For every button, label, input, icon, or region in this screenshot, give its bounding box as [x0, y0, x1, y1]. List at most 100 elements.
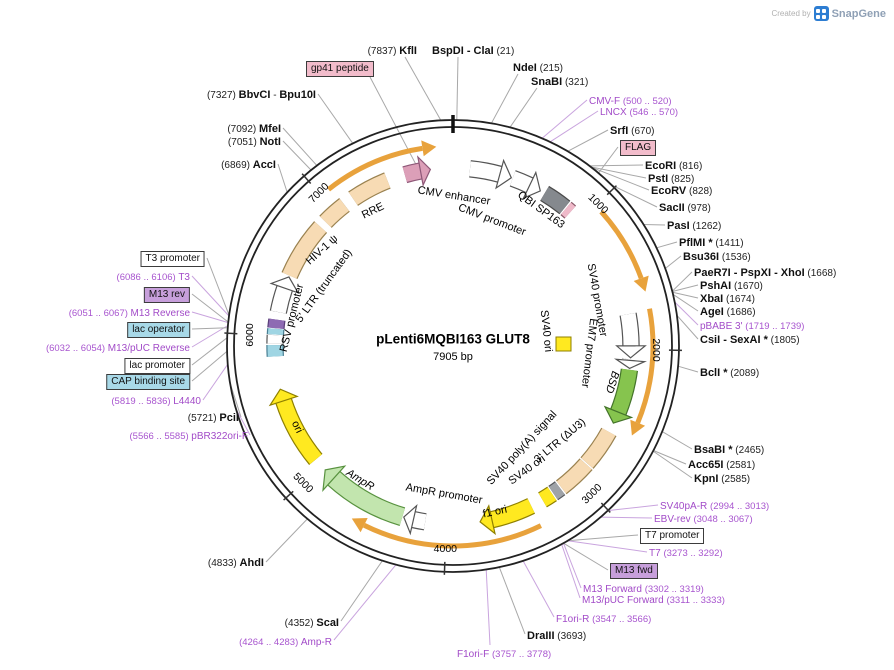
label-acci[interactable]: (6869) AccI: [221, 157, 276, 172]
feature-sv40-ori-2[interactable]: [538, 487, 557, 507]
label-paer7i-pspxi-xhoi[interactable]: PaeR7I - PspXI - XhoI (1668): [694, 265, 836, 280]
feature-bsd-arrowhead[interactable]: [603, 405, 634, 424]
label-srfi[interactable]: SrfI (670): [610, 123, 654, 138]
feature-f1-ori-arrowhead[interactable]: [479, 504, 496, 536]
label-pflmi[interactable]: PflMI * (1411): [679, 235, 744, 250]
label-scai[interactable]: (4352) ScaI: [285, 615, 339, 630]
cap-binding-site-label-box[interactable]: CAP binding site: [106, 374, 190, 390]
label-pbr322ori-f[interactable]: (5566 .. 5585) pBR322ori-F: [130, 428, 249, 443]
feature-transcript-arc-3[interactable]: [635, 308, 656, 424]
feature-transcript-arc-4[interactable]: [362, 522, 542, 549]
feature-transcript-arc-1[interactable]: [326, 145, 423, 192]
label-ebv-rev[interactable]: EBV-rev (3048 .. 3067): [654, 511, 753, 526]
label-amp-r[interactable]: (4264 .. 4283) Amp-R: [239, 634, 332, 649]
feature-rsv-promoter-arrowhead[interactable]: [269, 276, 300, 294]
feature-m13rev-t3-sites[interactable]: [268, 318, 285, 329]
feature-rre[interactable]: [348, 173, 391, 205]
label-pshai[interactable]: PshAI (1670): [700, 278, 763, 293]
bsd-label[interactable]: BSD: [602, 369, 622, 395]
feature-ampr-arrowhead[interactable]: [322, 465, 347, 492]
label-lncx[interactable]: LNCX (546 .. 570): [600, 104, 678, 119]
label-pasi[interactable]: PasI (1262): [667, 218, 721, 233]
label-bbvci-bpu10i[interactable]: (7327) BbvCI - Bpu10I: [207, 87, 316, 102]
label-pbabe-3[interactable]: pBABE 3' (1719 .. 1739): [700, 318, 804, 333]
label-snabi[interactable]: SnaBI (321): [531, 74, 588, 89]
label-agei[interactable]: AgeI (1686): [700, 304, 756, 319]
label-kpni[interactable]: KpnI (2585): [694, 471, 750, 486]
label-f1ori-r[interactable]: F1ori-R (3547 .. 3566): [556, 611, 651, 626]
feature-sv40-promoter-arrowhead[interactable]: [615, 345, 647, 359]
feature-ori[interactable]: [276, 398, 322, 465]
rre-label[interactable]: RRE: [359, 200, 387, 222]
label-noti[interactable]: (7051) NotI: [228, 134, 281, 149]
label-lac-operator-label[interactable]: lac operator: [127, 321, 190, 338]
label-pcii[interactable]: (5721) PciI: [188, 410, 239, 425]
lac-promoter-label-box[interactable]: lac promoter: [124, 358, 190, 374]
label-bsabi[interactable]: BsaBI * (2465): [694, 442, 764, 457]
label-mfei[interactable]: (7092) MfeI: [227, 121, 281, 136]
feature-flag-tag[interactable]: [561, 202, 576, 218]
label-bspdi-clai[interactable]: BspDI - ClaI (21): [432, 43, 514, 58]
ori-label[interactable]: ori: [288, 418, 306, 436]
label-cmv-f[interactable]: CMV-F (500 .. 520): [589, 93, 671, 108]
label-ahdi[interactable]: (4833) AhdI: [208, 555, 264, 570]
label-flag-label[interactable]: FLAG: [620, 139, 657, 156]
label-lac-promoter-label[interactable]: lac promoter: [124, 357, 190, 374]
label-psti[interactable]: PstI (825): [648, 171, 694, 186]
feature-transcript-arc-2[interactable]: [599, 210, 644, 280]
feature-gp41-peptide-arrowhead[interactable]: [416, 155, 432, 187]
label-l4440[interactable]: (5819 .. 5836) L4440: [111, 393, 201, 408]
label-acc65i[interactable]: Acc65I (2581): [688, 457, 755, 472]
label-m13-fwd-label[interactable]: M13 fwd: [610, 562, 658, 579]
label-m13-rev-label[interactable]: M13 rev: [143, 286, 190, 303]
cmv-promoter-label[interactable]: CMV promoter: [456, 201, 528, 239]
label-ecorv[interactable]: EcoRV (828): [651, 183, 712, 198]
label-draiii[interactable]: DraIII (3693): [527, 628, 586, 643]
feature-ltr3-gray-box[interactable]: [548, 482, 565, 500]
feature-hiv-psi[interactable]: [320, 198, 350, 228]
feature-ltr3[interactable]: [556, 459, 592, 494]
lac-operator-label-box[interactable]: lac operator: [127, 322, 190, 338]
label-bsu36i[interactable]: Bsu36I (1536): [683, 249, 751, 264]
m13-rev-label-box[interactable]: M13 rev: [143, 287, 190, 303]
feature-ori-arrowhead[interactable]: [268, 388, 299, 407]
label-t7[interactable]: T7 (3273 .. 3292): [649, 545, 723, 560]
feature-cmv-enhancer-arrowhead[interactable]: [495, 158, 513, 190]
em7-promoter-label[interactable]: EM7 promoter: [578, 317, 600, 389]
label-bcli[interactable]: BclI * (2089): [700, 365, 759, 380]
label-m13puc-forward[interactable]: M13/pUC Forward (3311 .. 3333): [582, 592, 725, 607]
label-t3-promoter-label[interactable]: T3 promoter: [140, 250, 205, 267]
feature-qbi-sp163[interactable]: [540, 186, 570, 214]
label-sv40pa-r[interactable]: SV40pA-R (2994 .. 3013): [660, 498, 769, 513]
feature-em7-promoter-arrowhead[interactable]: [613, 358, 647, 370]
label-ndei[interactable]: NdeI (215): [513, 60, 563, 75]
label-gp41-peptide-label[interactable]: gp41 peptide: [306, 60, 374, 77]
ampr-promoter-label[interactable]: AmpR promoter: [404, 481, 484, 507]
sv40-ori-1-label[interactable]: SV40 ori: [537, 309, 555, 353]
label-m13-reverse[interactable]: (6051 .. 6067) M13 Reverse: [69, 305, 190, 320]
label-sacii[interactable]: SacII (978): [659, 200, 711, 215]
label-xbai[interactable]: XbaI (1674): [700, 291, 755, 306]
label-csii-sexai[interactable]: CsiI - SexAI * (1805): [700, 332, 800, 347]
feature-ltr5[interactable]: [282, 221, 327, 279]
m13-fwd-label-box[interactable]: M13 fwd: [610, 563, 658, 579]
cmv-enhancer-label[interactable]: CMV enhancer: [416, 184, 492, 208]
label-m13puc-reverse[interactable]: (6032 .. 6054) M13/pUC Reverse: [46, 340, 190, 355]
f1-ori-label[interactable]: f1 ori: [481, 503, 509, 521]
label-f1ori-f[interactable]: F1ori-F (3757 .. 3778): [457, 646, 551, 661]
feature-cmv-promoter-arrowhead[interactable]: [522, 170, 542, 200]
t7-promoter-label-box[interactable]: T7 promoter: [640, 528, 705, 544]
gp41-peptide-label-box[interactable]: gp41 peptide: [306, 61, 374, 77]
label-cap-binding-site-label[interactable]: CAP binding site: [106, 373, 190, 390]
feature-ampr[interactable]: [328, 471, 405, 525]
feature-sv40-ori-1[interactable]: [555, 336, 572, 352]
label-kfli[interactable]: (7837) KflI: [368, 43, 417, 58]
feature-ampr-promoter-arrowhead[interactable]: [403, 504, 418, 536]
label-m13-forward[interactable]: M13 Forward (3302 .. 3319): [583, 581, 704, 596]
label-t3[interactable]: (6086 .. 6106) T3: [117, 269, 190, 284]
feature-sv40-polya[interactable]: [581, 428, 616, 469]
flag-label-box[interactable]: FLAG: [620, 140, 657, 156]
label-t7-promoter-label[interactable]: T7 promoter: [640, 527, 705, 544]
label-ecori[interactable]: EcoRI (816): [645, 158, 702, 173]
t3-promoter-label-box[interactable]: T3 promoter: [140, 251, 205, 267]
